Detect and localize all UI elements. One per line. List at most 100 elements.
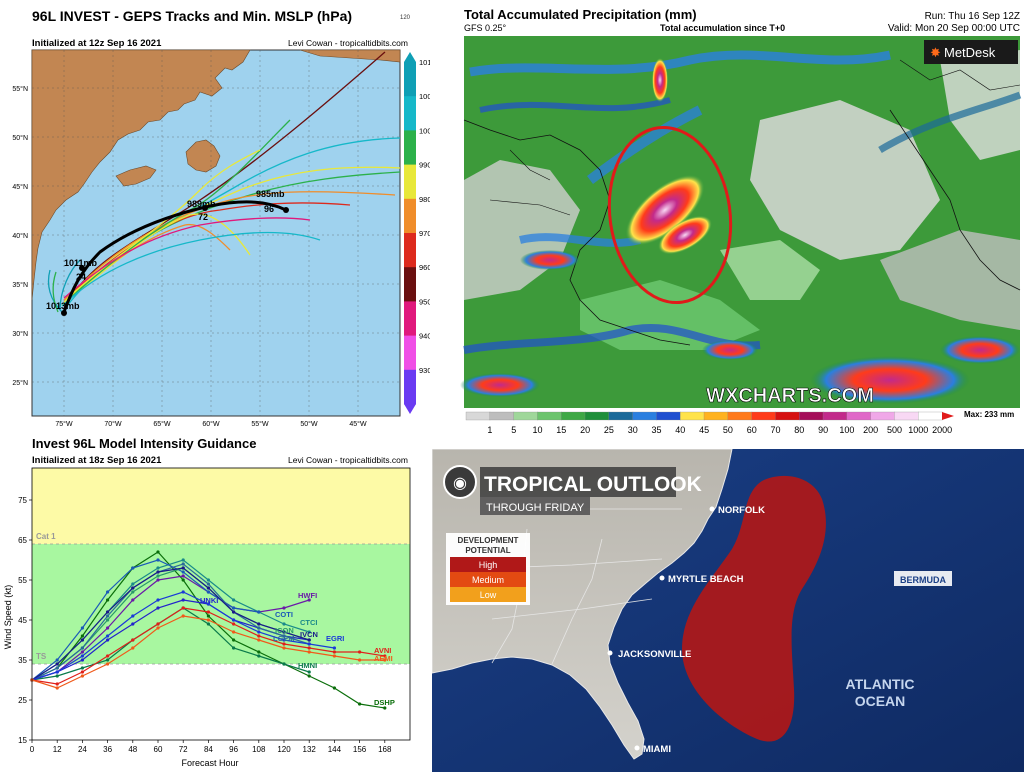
- colorbar-label: 980: [419, 195, 430, 204]
- series-line-hwfi: [31, 575, 310, 681]
- scale-segment: [822, 411, 848, 421]
- series-point: [131, 622, 135, 626]
- x-tick-label: 156: [353, 745, 367, 754]
- series-point: [106, 598, 110, 602]
- highlight-circle: [607, 125, 733, 305]
- pressure-label: 24: [76, 272, 86, 282]
- series-point: [181, 614, 185, 618]
- series-point: [383, 658, 387, 662]
- series-point: [131, 646, 135, 650]
- series-point: [307, 638, 311, 642]
- colorbar-segment: [404, 164, 416, 200]
- series-point: [358, 658, 362, 662]
- series-point: [307, 630, 311, 634]
- legend-low: Low: [480, 590, 497, 600]
- outlook-title: TROPICAL OUTLOOK: [484, 473, 702, 496]
- series-point: [181, 566, 185, 570]
- series-point: [257, 650, 261, 654]
- series-point: [232, 618, 236, 622]
- city-myrtle-beach: MYRTLE BEACH: [668, 574, 744, 585]
- scale-label: 5: [511, 425, 516, 435]
- geps-panel: 96L INVEST - GEPS Tracks and Min. MSLP (…: [0, 0, 430, 430]
- series-point: [80, 674, 84, 678]
- series-point: [181, 574, 185, 578]
- colorbar-label: 1010: [419, 58, 430, 67]
- scale-segment: [703, 411, 729, 421]
- pressure-label: 1013mb: [46, 301, 80, 311]
- series-point: [257, 610, 261, 614]
- pressure-label: 989mb: [187, 199, 216, 209]
- series-point: [55, 666, 59, 670]
- series-line-lgem: [31, 563, 310, 681]
- pressure-label: 72: [198, 212, 208, 222]
- series-point: [156, 550, 160, 554]
- series-point: [232, 638, 236, 642]
- precip-subtitle: Total accumulation since T+0: [660, 23, 785, 33]
- intensity-initialized: Initialized at 18z Sep 16 2021: [32, 455, 162, 466]
- model-label-hwfi: HWFI: [298, 591, 317, 600]
- lat-label: 40°N: [12, 232, 28, 240]
- intensity-credit: Levi Cowan - tropicaltidbits.com: [288, 455, 408, 465]
- cat1-label: Cat 1: [36, 532, 56, 541]
- colorbar-label: 990: [419, 161, 430, 170]
- precip-map: Total Accumulated Precipitation (mm) GFS…: [460, 0, 1024, 440]
- series-point: [106, 634, 110, 638]
- series-point: [307, 642, 311, 646]
- series-point: [181, 570, 185, 574]
- x-tick-label: 72: [179, 745, 188, 754]
- series-point: [156, 578, 160, 582]
- colorbar-label: 940: [419, 332, 430, 341]
- series-point: [332, 654, 336, 658]
- outlook-subtitle: THROUGH FRIDAY: [486, 502, 585, 514]
- y-tick-label: 55: [18, 576, 27, 585]
- geps-small-number: 120: [400, 15, 411, 21]
- series-point: [332, 650, 336, 654]
- series-point: [257, 626, 261, 630]
- scale-label: 50: [723, 425, 733, 435]
- series-point: [307, 646, 311, 650]
- metdesk-brand: MetDesk: [944, 45, 996, 60]
- scale-segment: [918, 411, 943, 421]
- scale-segment: [846, 411, 872, 421]
- scale-label: 25: [604, 425, 614, 435]
- scale-label: 100: [839, 425, 854, 435]
- intensity-series: [30, 550, 387, 710]
- model-label-unki: UNKI: [200, 596, 218, 605]
- series-point: [257, 622, 261, 626]
- city-norfolk: NORFOLK: [718, 505, 765, 516]
- colorbar-segment: [404, 335, 416, 371]
- series-point: [106, 654, 110, 658]
- series-point: [156, 622, 160, 626]
- y-tick-label: 45: [18, 616, 27, 625]
- series-point: [80, 658, 84, 662]
- series-point: [131, 566, 135, 570]
- series-point: [55, 658, 59, 662]
- colorbar-segment: [404, 198, 416, 234]
- pressure-label: 96: [264, 204, 274, 214]
- x-tick-label: 36: [103, 745, 112, 754]
- legend-title: DEVELOPMENT POTENTIAL: [458, 536, 519, 555]
- series-point: [282, 638, 286, 642]
- colorbar-arrow-bottom: [404, 404, 416, 414]
- series-point: [106, 658, 110, 662]
- us-east-coast-land: [432, 449, 733, 760]
- series-point: [106, 614, 110, 618]
- x-tick-label: 96: [229, 745, 238, 754]
- x-tick-label: 168: [378, 745, 392, 754]
- series-point: [181, 606, 185, 610]
- scale-segment: [775, 411, 800, 421]
- scale-segment: [894, 411, 919, 421]
- scale-segment: [537, 411, 562, 421]
- lon-label: 60°W: [202, 420, 220, 428]
- x-tick-label: 60: [154, 745, 163, 754]
- intensity-band-ts: [32, 544, 410, 664]
- series-point: [307, 598, 311, 602]
- colorbar-segment: [404, 369, 416, 405]
- legend-high: High: [479, 560, 498, 570]
- model-label-dshp: DSHP: [374, 698, 395, 707]
- scale-label: 20: [580, 425, 590, 435]
- series-point: [106, 662, 110, 666]
- series-point: [156, 570, 160, 574]
- series-point: [156, 558, 160, 562]
- colorbar-segment: [404, 233, 416, 268]
